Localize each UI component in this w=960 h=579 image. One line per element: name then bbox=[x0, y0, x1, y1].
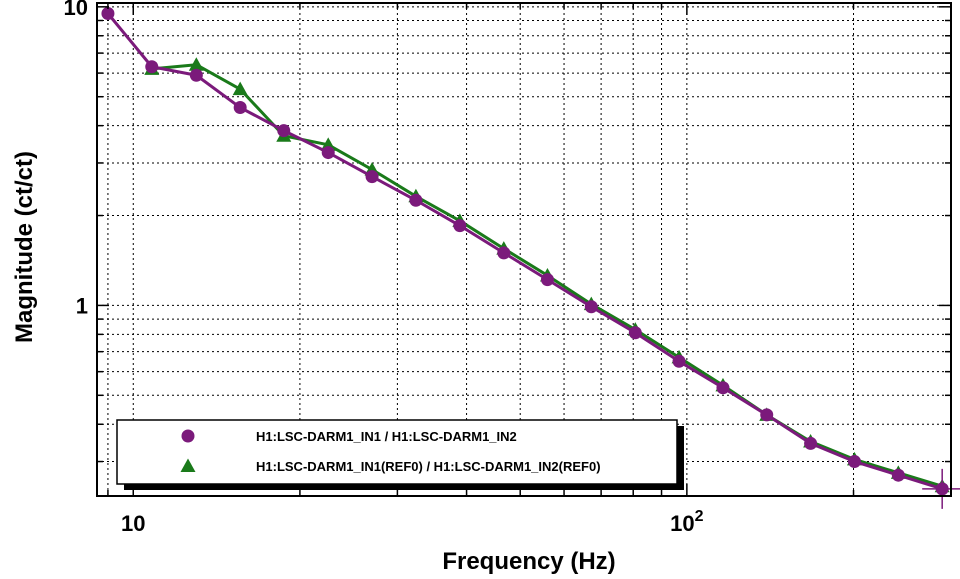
data-point bbox=[409, 193, 423, 207]
data-point bbox=[891, 468, 905, 482]
data-point bbox=[716, 381, 730, 395]
x-tick-label: 102 bbox=[670, 508, 703, 536]
y-axis-title: Magnitude (ct/ct) bbox=[11, 151, 38, 343]
plot-frame bbox=[96, 2, 952, 497]
x-axis-title: Frequency (Hz) bbox=[442, 548, 615, 575]
data-point bbox=[365, 170, 379, 184]
data-point bbox=[232, 81, 248, 96]
legend-label: H1:LSC-DARM1_IN1(REF0) / H1:LSC-DARM1_IN… bbox=[256, 459, 601, 474]
data-point bbox=[847, 455, 861, 469]
data-point bbox=[804, 436, 818, 450]
data-point bbox=[321, 146, 335, 160]
y-tick-label: 10 bbox=[64, 0, 88, 20]
legend-label: H1:LSC-DARM1_IN1 / H1:LSC-DARM1_IN2 bbox=[256, 429, 517, 444]
data-point bbox=[672, 354, 686, 368]
data-point bbox=[145, 60, 159, 74]
y-tick-label: 1 bbox=[76, 293, 88, 318]
legend-box bbox=[116, 419, 678, 485]
series-line bbox=[106, 12, 943, 491]
legend: H1:LSC-DARM1_IN1 / H1:LSC-DARM1_IN2 H1:LS… bbox=[116, 419, 684, 490]
series-circle bbox=[101, 6, 960, 509]
data-point bbox=[628, 326, 642, 340]
legend-marker bbox=[180, 458, 196, 472]
data-point bbox=[497, 246, 511, 260]
data-point bbox=[233, 101, 247, 115]
data-point bbox=[760, 408, 774, 422]
data-point bbox=[101, 6, 115, 20]
grid bbox=[97, 3, 952, 496]
data-point bbox=[453, 219, 467, 233]
data-point bbox=[188, 57, 204, 71]
x-tick-label: 10 bbox=[121, 511, 145, 536]
series-layer bbox=[101, 6, 960, 509]
data-point bbox=[935, 482, 949, 496]
data-point bbox=[277, 124, 291, 138]
data-point bbox=[584, 300, 598, 314]
data-point bbox=[189, 68, 203, 82]
data-point bbox=[540, 273, 554, 287]
legend-marker bbox=[181, 429, 195, 443]
